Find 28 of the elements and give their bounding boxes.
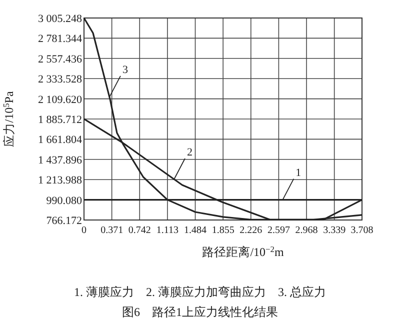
x-tick-label: 1.113: [156, 225, 179, 236]
annotation: 1: [296, 166, 302, 179]
x-tick-label: 0: [82, 225, 86, 236]
x-tick-label: 1.484: [184, 225, 207, 236]
y-tick-label: 766.172: [46, 215, 82, 227]
x-tick-label: 2.968: [295, 225, 318, 236]
y-tick-label: 1 437.896: [38, 154, 82, 166]
y-tick-label: 3 005.248: [38, 13, 82, 25]
y-tick-label: 1 661.804: [38, 134, 82, 146]
y-tick-label: 2 557.436: [38, 53, 82, 66]
x-tick-label: 0.371: [100, 225, 124, 236]
y-tick-label: 2 109.620: [38, 94, 82, 106]
x-tick-label: 3.708: [350, 225, 374, 236]
x-axis-title: 路径距离/10$^{−2}$m: [202, 244, 284, 259]
x-tick-label: 2.597: [267, 225, 290, 236]
y-tick-label: 2 781.344: [38, 33, 82, 46]
annotation: 2: [186, 146, 192, 159]
y-tick-label: 2 333.528: [38, 74, 82, 86]
annotation: 3: [122, 64, 128, 76]
y-tick-label: 1 213.988: [38, 174, 82, 187]
y-tick-label: 990.080: [46, 194, 82, 207]
x-tick-label: 0.742: [128, 225, 151, 236]
x-tick-label: 1.855: [212, 225, 234, 236]
text: 图6 路径1上应力线性化结果: [122, 305, 278, 319]
x-tick-label: 2.226: [240, 225, 262, 236]
x-tick-label: 3.339: [323, 225, 346, 236]
y-tick-label: 1 885.712: [38, 114, 82, 126]
text: 1. 薄膜应力 2. 薄膜应力加弯曲应力 3. 总应力: [74, 285, 326, 299]
